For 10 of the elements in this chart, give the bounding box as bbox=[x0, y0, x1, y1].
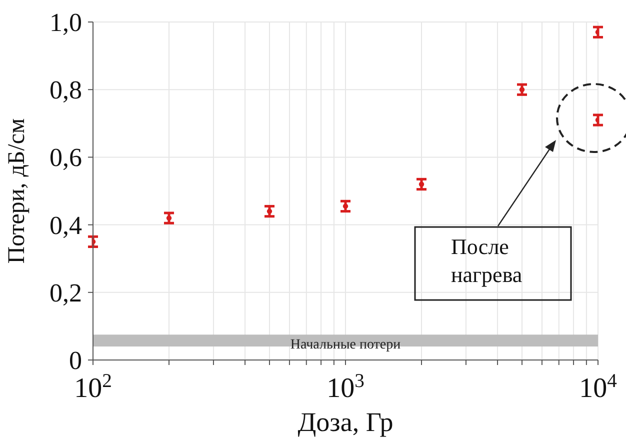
x-tick-label: 10$^{3}$ bbox=[326, 370, 365, 404]
y-axis-title: Потери, дБ/см bbox=[4, 118, 30, 264]
band-label: Начальные потери bbox=[290, 337, 402, 352]
y-tick-label: 0,2 bbox=[50, 278, 82, 308]
x-tick-label: 10$^{4}$ bbox=[579, 370, 618, 404]
y-tick-label: 0,6 bbox=[50, 143, 82, 172]
y-tick-label: 0,4 bbox=[50, 210, 82, 240]
y-tick-label: 1,0 bbox=[50, 8, 82, 37]
y-tick-label: 0,8 bbox=[50, 76, 82, 105]
x-axis-title: Доза, Гр bbox=[298, 407, 394, 437]
